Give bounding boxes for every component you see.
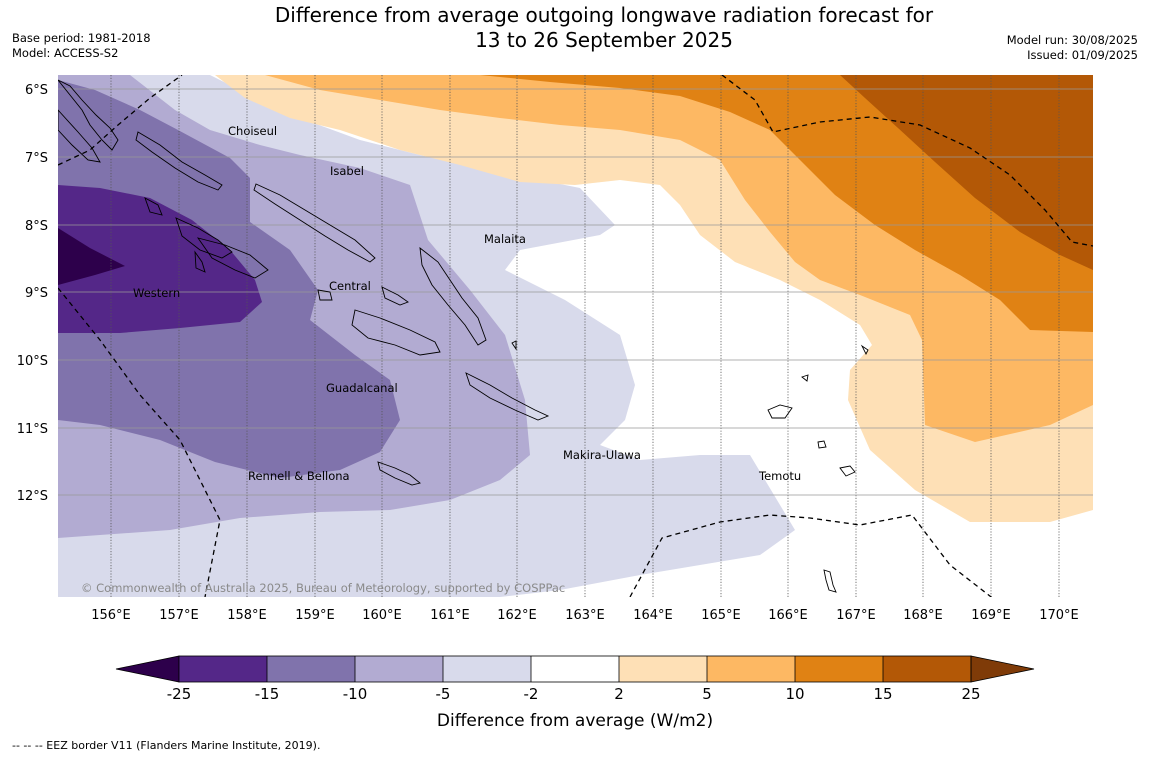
meta-right: Model run: 30/08/2025 Issued: 01/09/2025 (1007, 33, 1138, 63)
colorbar-tick: -2 (524, 685, 539, 703)
colorbar-swatch (619, 656, 707, 682)
island-outlines (58, 79, 869, 593)
colorbar-tick: -25 (167, 685, 192, 703)
lat-label: 12°S (17, 489, 48, 504)
anomaly-field (58, 75, 1093, 597)
lon-label: 168°E (903, 608, 943, 623)
lat-label: 9°S (25, 286, 48, 301)
colorbar-tick: 10 (785, 685, 804, 703)
label-isabel: Isabel (330, 164, 364, 178)
lat-label: 7°S (25, 151, 48, 166)
lon-label: 156°E (91, 608, 131, 623)
band-below-neg25 (58, 228, 125, 285)
colorbar-tick: -15 (255, 685, 280, 703)
title-line-2: 13 to 26 September 2025 (475, 28, 733, 52)
colorbar-swatch (795, 656, 883, 682)
lat-label: 6°S (25, 83, 48, 98)
lat-axis-labels: 6°S 7°S 8°S 9°S 10°S 11°S 12°S (17, 83, 48, 504)
lat-label: 8°S (25, 219, 48, 234)
label-western: Western (133, 286, 180, 300)
lon-label: 158°E (227, 608, 267, 623)
colorbar-tick: -10 (343, 685, 368, 703)
colorbar-swatch (355, 656, 443, 682)
eez-border (58, 75, 1093, 597)
lon-label: 157°E (159, 608, 199, 623)
lon-label: 170°E (1039, 608, 1079, 623)
colorbar-swatch (179, 656, 267, 682)
colorbar-swatch (883, 656, 971, 682)
colorbar: -25 -15 -10 -5 -2 2 5 10 15 25 Differenc… (115, 655, 1035, 731)
lon-gridlines (110, 75, 1060, 597)
lon-label: 167°E (836, 608, 876, 623)
lon-label: 161°E (430, 608, 470, 623)
eez-footnote: -- -- -- EEZ border V11 (Flanders Marine… (12, 739, 321, 752)
colorbar-swatch (707, 656, 795, 682)
colorbar-tick: 15 (873, 685, 892, 703)
province-labels: Choiseul Isabel Malaita Central Western … (133, 124, 801, 483)
label-central: Central (329, 279, 371, 293)
lat-label: 10°S (17, 354, 48, 369)
band-neg15-neg25 (58, 185, 262, 333)
label-temotu: Temotu (758, 469, 801, 483)
label-choiseul: Choiseul (228, 124, 277, 138)
lon-label: 162°E (497, 608, 537, 623)
lon-label: 166°E (768, 608, 808, 623)
colorbar-extend-high (970, 655, 1035, 683)
issued-date: Issued: 01/09/2025 (1027, 48, 1138, 62)
base-period: Base period: 1981-2018 (12, 31, 151, 45)
colorbar-swatch (267, 656, 355, 682)
map-title: Difference from average outgoing longwav… (200, 3, 1008, 53)
lon-label: 164°E (633, 608, 673, 623)
colorbar-swatch (531, 656, 619, 682)
model-name: Model: ACCESS-S2 (12, 46, 119, 60)
colorbar-tick: 5 (702, 685, 712, 703)
copyright-notice: © Commonwealth of Australia 2025, Bureau… (81, 581, 565, 595)
model-run: Model run: 30/08/2025 (1006, 33, 1138, 47)
lon-label: 163°E (565, 608, 605, 623)
colorbar-tick: -5 (436, 685, 451, 703)
lat-label: 11°S (17, 422, 48, 437)
lon-label: 169°E (971, 608, 1011, 623)
label-malaita: Malaita (484, 232, 526, 246)
title-line-1: Difference from average outgoing longwav… (274, 3, 934, 27)
lon-axis-labels: 156°E 157°E 158°E 159°E 160°E 161°E 162°… (91, 608, 1079, 623)
meta-left: Base period: 1981-2018 Model: ACCESS-S2 (12, 31, 151, 61)
lon-label: 159°E (295, 608, 335, 623)
lat-gridlines (58, 88, 1093, 496)
lon-label: 165°E (701, 608, 741, 623)
label-guadalcanal: Guadalcanal (326, 381, 398, 395)
band-15-25 (840, 75, 1093, 270)
lon-label: 160°E (362, 608, 402, 623)
colorbar-extend-low (115, 655, 180, 683)
colorbar-tick: 25 (961, 685, 980, 703)
colorbar-swatch (443, 656, 531, 682)
label-makira-ulawa: Makira-Ulawa (563, 448, 641, 462)
label-rennell-bellona: Rennell & Bellona (248, 469, 350, 483)
colorbar-title: Difference from average (W/m2) (437, 711, 713, 731)
colorbar-tick: 2 (614, 685, 624, 703)
